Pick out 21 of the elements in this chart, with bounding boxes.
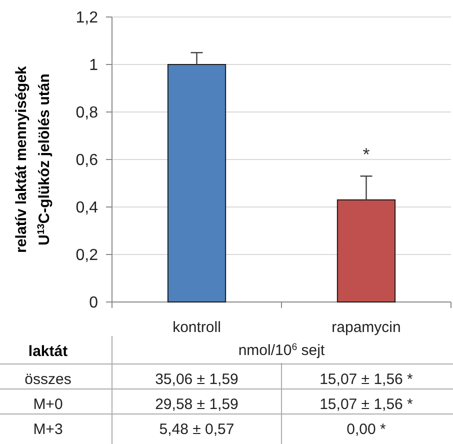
x-tick-label: rapamycin xyxy=(332,319,401,336)
text: 15,07 ± 1,56 * xyxy=(320,371,414,388)
text: 29,58 ± 1,59 xyxy=(155,396,238,413)
y-tick-label: 0 xyxy=(89,294,98,312)
text: 0,00 * xyxy=(346,421,386,438)
text: 15,07 ± 1,56 * xyxy=(320,396,414,413)
text: M+3 xyxy=(33,421,63,438)
y-tick-label: 0,4 xyxy=(76,200,98,217)
y-tick-label: 1 xyxy=(89,57,98,74)
y-tick-label: 0,8 xyxy=(76,104,98,122)
text: nmol/10$^{6}$ sejt xyxy=(238,342,326,359)
text: összes xyxy=(24,371,72,388)
text: 5,48 ± 0,57 xyxy=(159,421,234,438)
text: laktát xyxy=(28,343,68,360)
y-tick-label: 0,2 xyxy=(76,247,98,264)
y-tick-label: 0,6 xyxy=(76,152,98,170)
text: M+0 xyxy=(33,396,63,413)
y-tick-label: 1,2 xyxy=(76,10,98,27)
annotation: * xyxy=(362,144,370,165)
x-tick-label: kontroll xyxy=(172,319,221,336)
text: 35,06 ± 1,59 xyxy=(155,371,238,388)
